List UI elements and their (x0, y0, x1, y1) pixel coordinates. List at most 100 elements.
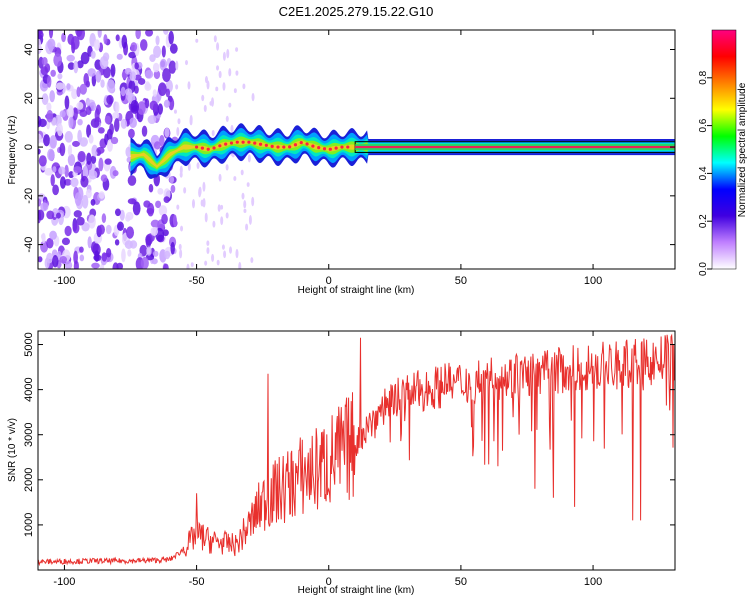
spectrogram-noise-blob (102, 66, 111, 79)
spectrogram-noise-blob (116, 262, 124, 269)
spectrogram-noise-blob (145, 253, 155, 261)
snr-y-tick-label: 1000 (23, 513, 35, 537)
figure-title: C2E1.2025.279.15.22.G10 (279, 4, 434, 19)
spectrogram-noise-blob (178, 243, 182, 250)
spectrogram-noise-blob (246, 182, 250, 187)
spectrogram-noise-blob (46, 75, 52, 88)
spectrogram-noise-blob (85, 188, 92, 199)
spectrogram-noise-blob (90, 155, 97, 164)
spectrogram-noise-blob (218, 70, 222, 79)
spectrogram-noise-blob (80, 51, 90, 65)
spectrogram-noise-blob (38, 256, 43, 263)
snr-x-tick-label: 100 (584, 576, 602, 588)
spectrogram-noise-blob (119, 209, 125, 221)
spectrogram-noise-blob (163, 99, 171, 108)
spectrogram-noise-blob (140, 256, 149, 269)
spectrogram-noise-blob (159, 58, 168, 71)
spectrogram-noise-blob (225, 212, 229, 219)
spectrogram-noise-blob (162, 68, 171, 82)
spectrogram-noise-blob (121, 248, 126, 263)
spectrogram-y-tick-label: 40 (23, 43, 35, 55)
spectrogram-noise-blob (125, 215, 131, 222)
spectrogram-noise-blob (206, 240, 210, 246)
spectrogram-noise-blob (203, 104, 207, 112)
spectrogram-noise-blob (112, 111, 120, 120)
spectrogram-peak-dot (253, 141, 257, 145)
spectrogram-noise-blob (126, 226, 135, 239)
spectrogram-noise-blob (76, 216, 85, 226)
spectrogram-noise-blob (52, 166, 57, 173)
spectrogram-noise-blob (95, 70, 102, 83)
spectrogram-noise-blob (127, 198, 137, 205)
spectrogram-noise-blob (220, 216, 224, 226)
spectrogram-noise-blob (222, 51, 226, 61)
spectrogram-noise-blob (235, 70, 239, 76)
spectrogram-peak-dot (288, 145, 292, 149)
spectrogram-noise-blob (187, 81, 191, 90)
spectrogram-noise-blob (44, 167, 54, 176)
snr-y-tick-label: 4000 (23, 377, 35, 401)
spectrogram-noise-blob (77, 118, 83, 126)
spectrogram-noise-blob (163, 196, 170, 203)
spectrogram-noise-blob (55, 82, 65, 90)
spectrogram-peak-dot (247, 140, 251, 144)
spectrogram-noise-blob (241, 192, 245, 200)
spectrogram-noise-blob (215, 86, 219, 92)
spectrogram-noise-blob (87, 236, 92, 249)
spectrogram-noise-blob (251, 93, 255, 102)
spectrogram-noise-blob (164, 127, 170, 138)
spectrogram-x-tick-label: -50 (189, 275, 205, 287)
spectrogram-noise-blob (175, 84, 179, 90)
spectrogram-noise-blob (240, 169, 244, 176)
spectrogram-noise-blob (66, 83, 71, 91)
spectrogram-noise-blob (145, 30, 154, 37)
spectrogram-noise-blob (153, 141, 161, 150)
spectrogram-noise-blob (196, 162, 200, 169)
spectrogram-noise-blob (127, 175, 137, 186)
spectrogram-noise-blob (98, 157, 104, 172)
spectrogram-noise-blob (149, 54, 156, 62)
spectrogram-noise-blob (64, 95, 70, 110)
spectrogram-noise-blob (59, 256, 68, 264)
spectrogram-noise-blob (82, 165, 89, 180)
snr-frame (37, 330, 676, 571)
spectrogram-noise-blob (192, 199, 196, 209)
spectrogram-noise-blob (158, 205, 168, 217)
spectrogram-noise-blob (157, 188, 164, 195)
spectrogram-noise-blob (228, 102, 232, 108)
spectrogram-noise-blob (177, 118, 181, 125)
spectrogram-noise-blob (125, 88, 133, 96)
spectrogram-panel: -100 -50 0 50 100 -40 -20 0 20 40 Height of stra… (7, 29, 676, 296)
spectrogram-noise-blob (79, 246, 84, 253)
spectrogram-noise-blob (130, 99, 140, 114)
spectrogram-noise-blob (130, 42, 138, 52)
spectrogram-noise-blob (110, 63, 116, 77)
spectrogram-noise-blob (152, 62, 160, 73)
spectrogram-noise-blob (76, 86, 81, 98)
spectrogram-noise-blob (104, 158, 112, 165)
spectrogram-noise-blob (206, 80, 210, 90)
spectrogram-noise-blob (75, 30, 83, 37)
spectrogram-noise-blob (217, 204, 221, 212)
spectrogram-noise-blob (127, 249, 132, 257)
spectrogram-noise-blob (168, 97, 175, 111)
spectrogram-noise-blob (38, 118, 47, 128)
spectrogram-noise-blob (248, 215, 252, 225)
spectrogram-noise-blob (152, 250, 159, 257)
spectrogram-noise-blob (153, 45, 161, 58)
spectrogram-noise-blob (155, 35, 160, 46)
spectrogram-noise-blob (57, 73, 63, 80)
spectrogram-noise-blob (235, 248, 239, 259)
spectrogram-noise-blob (40, 66, 49, 76)
spectrogram-peak-dot (218, 144, 222, 148)
spectrogram-noise-blob (165, 88, 171, 98)
spectrogram-noise-blob (47, 38, 56, 51)
spectrogram-noise-blob (120, 118, 128, 129)
spectrogram-peak-dot (334, 146, 338, 150)
spectrogram-noise-blob (163, 30, 169, 35)
spectrogram-noise-blob (172, 214, 177, 227)
colorbar-tick-label: 0.0 (698, 262, 709, 276)
colorbar-tick-label: 0.8 (698, 70, 709, 84)
spectrogram-peak-dot (328, 147, 332, 151)
spectrogram-noise-blob (143, 200, 151, 208)
